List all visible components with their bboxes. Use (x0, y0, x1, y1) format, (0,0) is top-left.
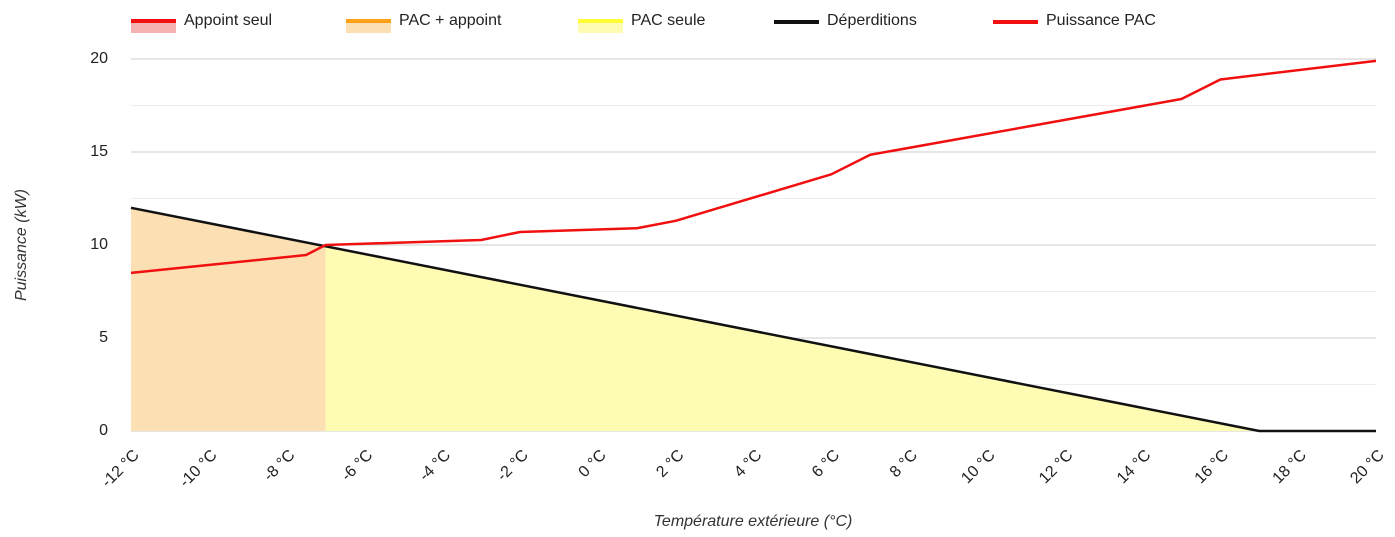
x-tick-label: 8 °C (887, 447, 921, 481)
x-axis-title: Température extérieure (°C) (654, 513, 853, 530)
line (130, 59, 1377, 275)
y-tick-label: 0 (99, 422, 108, 439)
legend-swatch-fill (346, 20, 391, 33)
x-tick-label: 4 °C (731, 447, 765, 481)
legend-swatch-fill (578, 20, 623, 33)
x-tick-label: 12 °C (1036, 447, 1076, 487)
legend-swatch (346, 19, 391, 23)
x-tick-label: 10 °C (958, 447, 998, 487)
x-tick-label: -2 °C (494, 447, 532, 485)
x-tick-label: -4 °C (416, 447, 454, 485)
legend-label: Appoint seul (184, 12, 272, 29)
y-tick-label: 5 (99, 329, 108, 346)
x-tick-label: 0 °C (576, 447, 610, 481)
line (130, 206, 1376, 433)
x-tick-label: -6 °C (338, 447, 376, 485)
y-tick-label: 10 (90, 236, 108, 253)
y-tick-label: 15 (90, 143, 108, 160)
x-tick-label: -12 °C (99, 447, 143, 491)
y-axis-title: Puissance (kW) (13, 189, 30, 301)
legend-swatch (993, 20, 1038, 24)
x-tick-label: 6 °C (809, 447, 843, 481)
x-tick-label: 2 °C (653, 447, 687, 481)
x-tick-label: 16 °C (1192, 447, 1232, 487)
legend-swatch (131, 19, 176, 23)
x-tick-label: 20 °C (1347, 447, 1387, 487)
legend-label: Puissance PAC (1046, 12, 1156, 29)
x-tick-label: -8 °C (261, 447, 299, 485)
legend-swatch (578, 19, 623, 23)
area (131, 207, 326, 431)
legend-label: Déperditions (827, 12, 917, 29)
y-tick-label: 20 (90, 50, 108, 67)
x-tick-label: 18 °C (1270, 447, 1310, 487)
x-tick-label: 14 °C (1114, 447, 1154, 487)
x-tick-label: -10 °C (176, 447, 220, 491)
legend-swatch (774, 20, 819, 24)
legend-swatch-fill (131, 20, 176, 33)
legend-label: PAC + appoint (399, 12, 502, 29)
legend-label: PAC seule (631, 12, 706, 29)
